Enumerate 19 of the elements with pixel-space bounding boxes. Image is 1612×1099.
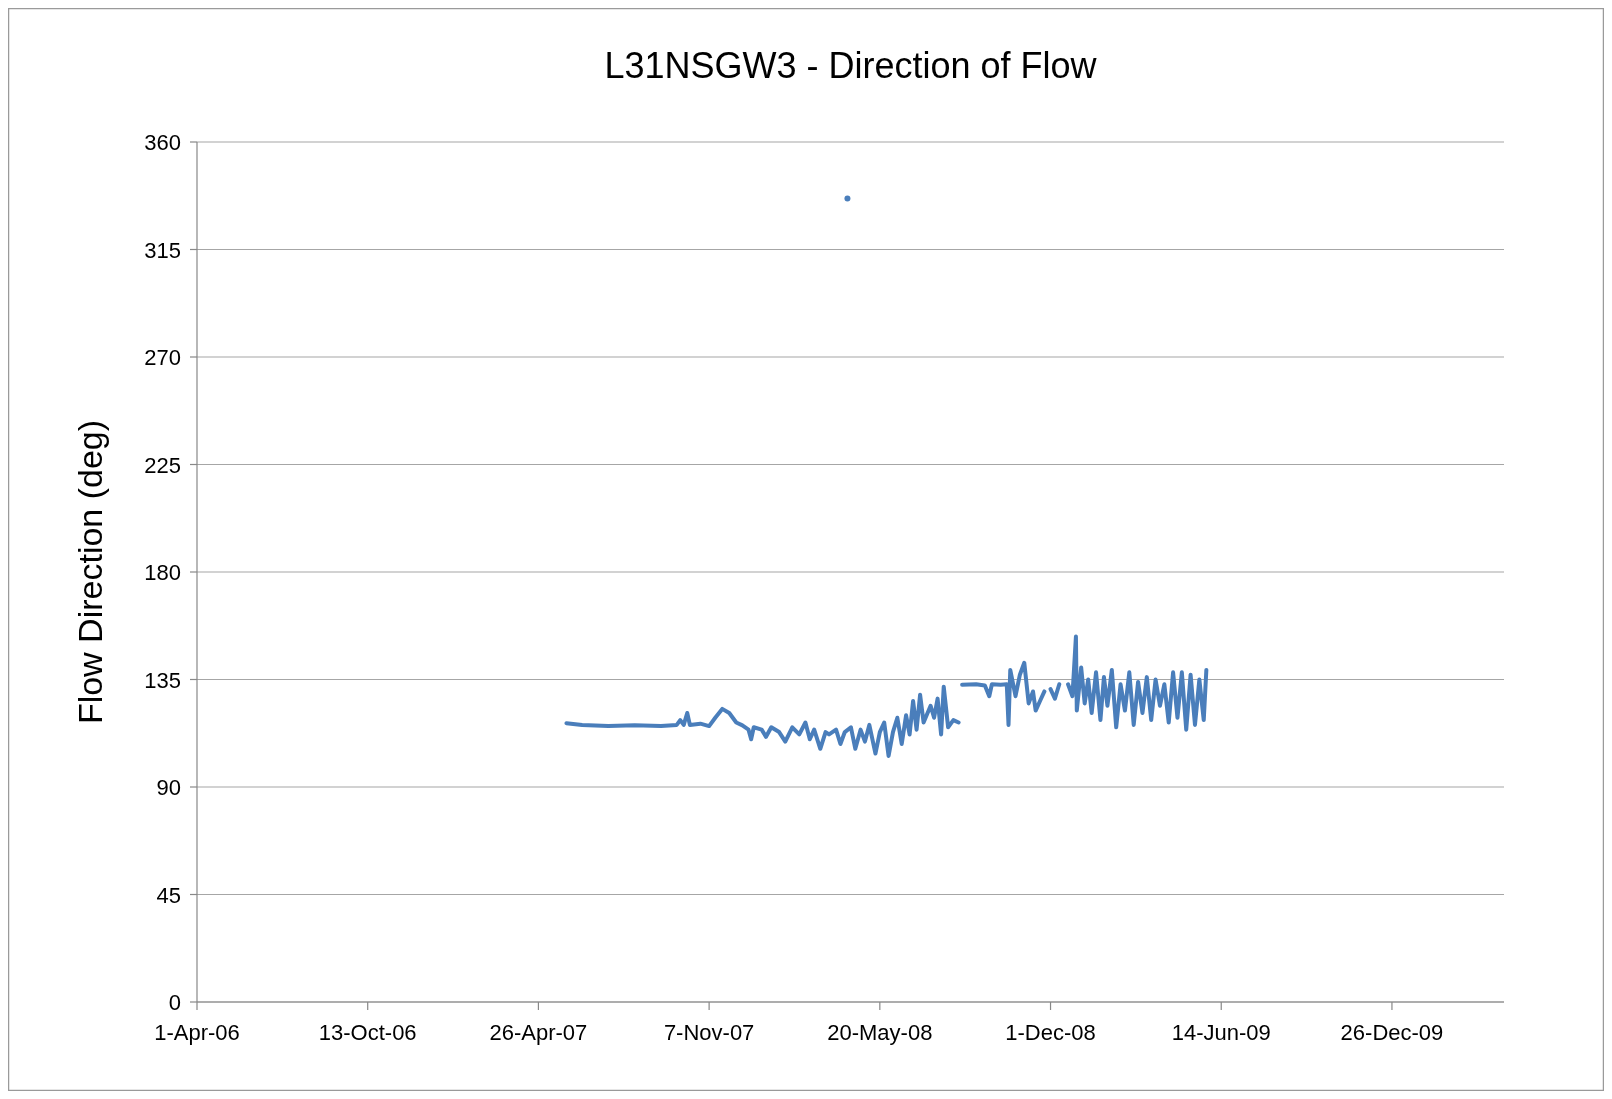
x-tick-label: 1-Dec-08	[1005, 1020, 1096, 1045]
y-axis-title: Flow Direction (deg)	[71, 419, 109, 725]
y-tick-label: 270	[144, 345, 181, 370]
y-tick-label: 360	[144, 130, 181, 155]
chart-title: L31NSGW3 - Direction of Flow	[604, 45, 1098, 86]
x-tick-label: 14-Jun-09	[1171, 1020, 1271, 1045]
y-tick-label: 135	[144, 667, 181, 693]
x-tick-label: 13-Oct-06	[318, 1020, 417, 1045]
y-tick-label: 225	[144, 452, 181, 478]
y-tick-label: 45	[156, 882, 181, 908]
x-tick-label: 26-Apr-07	[489, 1020, 588, 1045]
y-tick-label: 315	[144, 237, 181, 263]
y-tick-label: 180	[144, 560, 181, 585]
x-tick-label: 20-May-08	[827, 1020, 933, 1045]
y-tick-label: 0	[168, 990, 181, 1015]
x-tick-label: 7-Nov-07	[663, 1020, 755, 1045]
x-tick-label: 1-Apr-06	[154, 1020, 240, 1045]
x-tick-label: 26-Dec-09	[1340, 1020, 1444, 1045]
y-tick-label: 90	[156, 775, 181, 800]
